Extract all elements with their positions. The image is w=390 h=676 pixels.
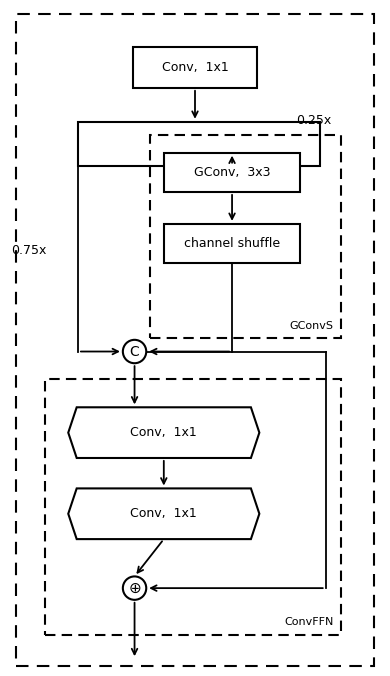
Bar [164, 224, 300, 263]
Text: 0.75x: 0.75x [12, 243, 47, 257]
Text: ⊕: ⊕ [128, 581, 141, 596]
Ellipse shape [123, 340, 146, 363]
Bar [133, 47, 257, 88]
Bar [150, 135, 341, 338]
Bar [164, 153, 300, 192]
Text: channel shuffle: channel shuffle [184, 237, 280, 250]
Polygon shape [68, 488, 259, 539]
Polygon shape [68, 407, 259, 458]
Text: Conv,  1x1: Conv, 1x1 [130, 507, 197, 521]
Text: C: C [129, 345, 139, 358]
Text: Conv,  1x1: Conv, 1x1 [130, 426, 197, 439]
Text: GConvS: GConvS [289, 321, 333, 331]
Ellipse shape [123, 577, 146, 600]
Text: GConv,  3x3: GConv, 3x3 [194, 166, 270, 179]
Text: Conv,  1x1: Conv, 1x1 [161, 61, 229, 74]
Text: ConvFFN: ConvFFN [284, 617, 333, 627]
Text: 0.25x: 0.25x [296, 114, 331, 127]
Bar [45, 379, 341, 635]
Bar [78, 122, 320, 166]
